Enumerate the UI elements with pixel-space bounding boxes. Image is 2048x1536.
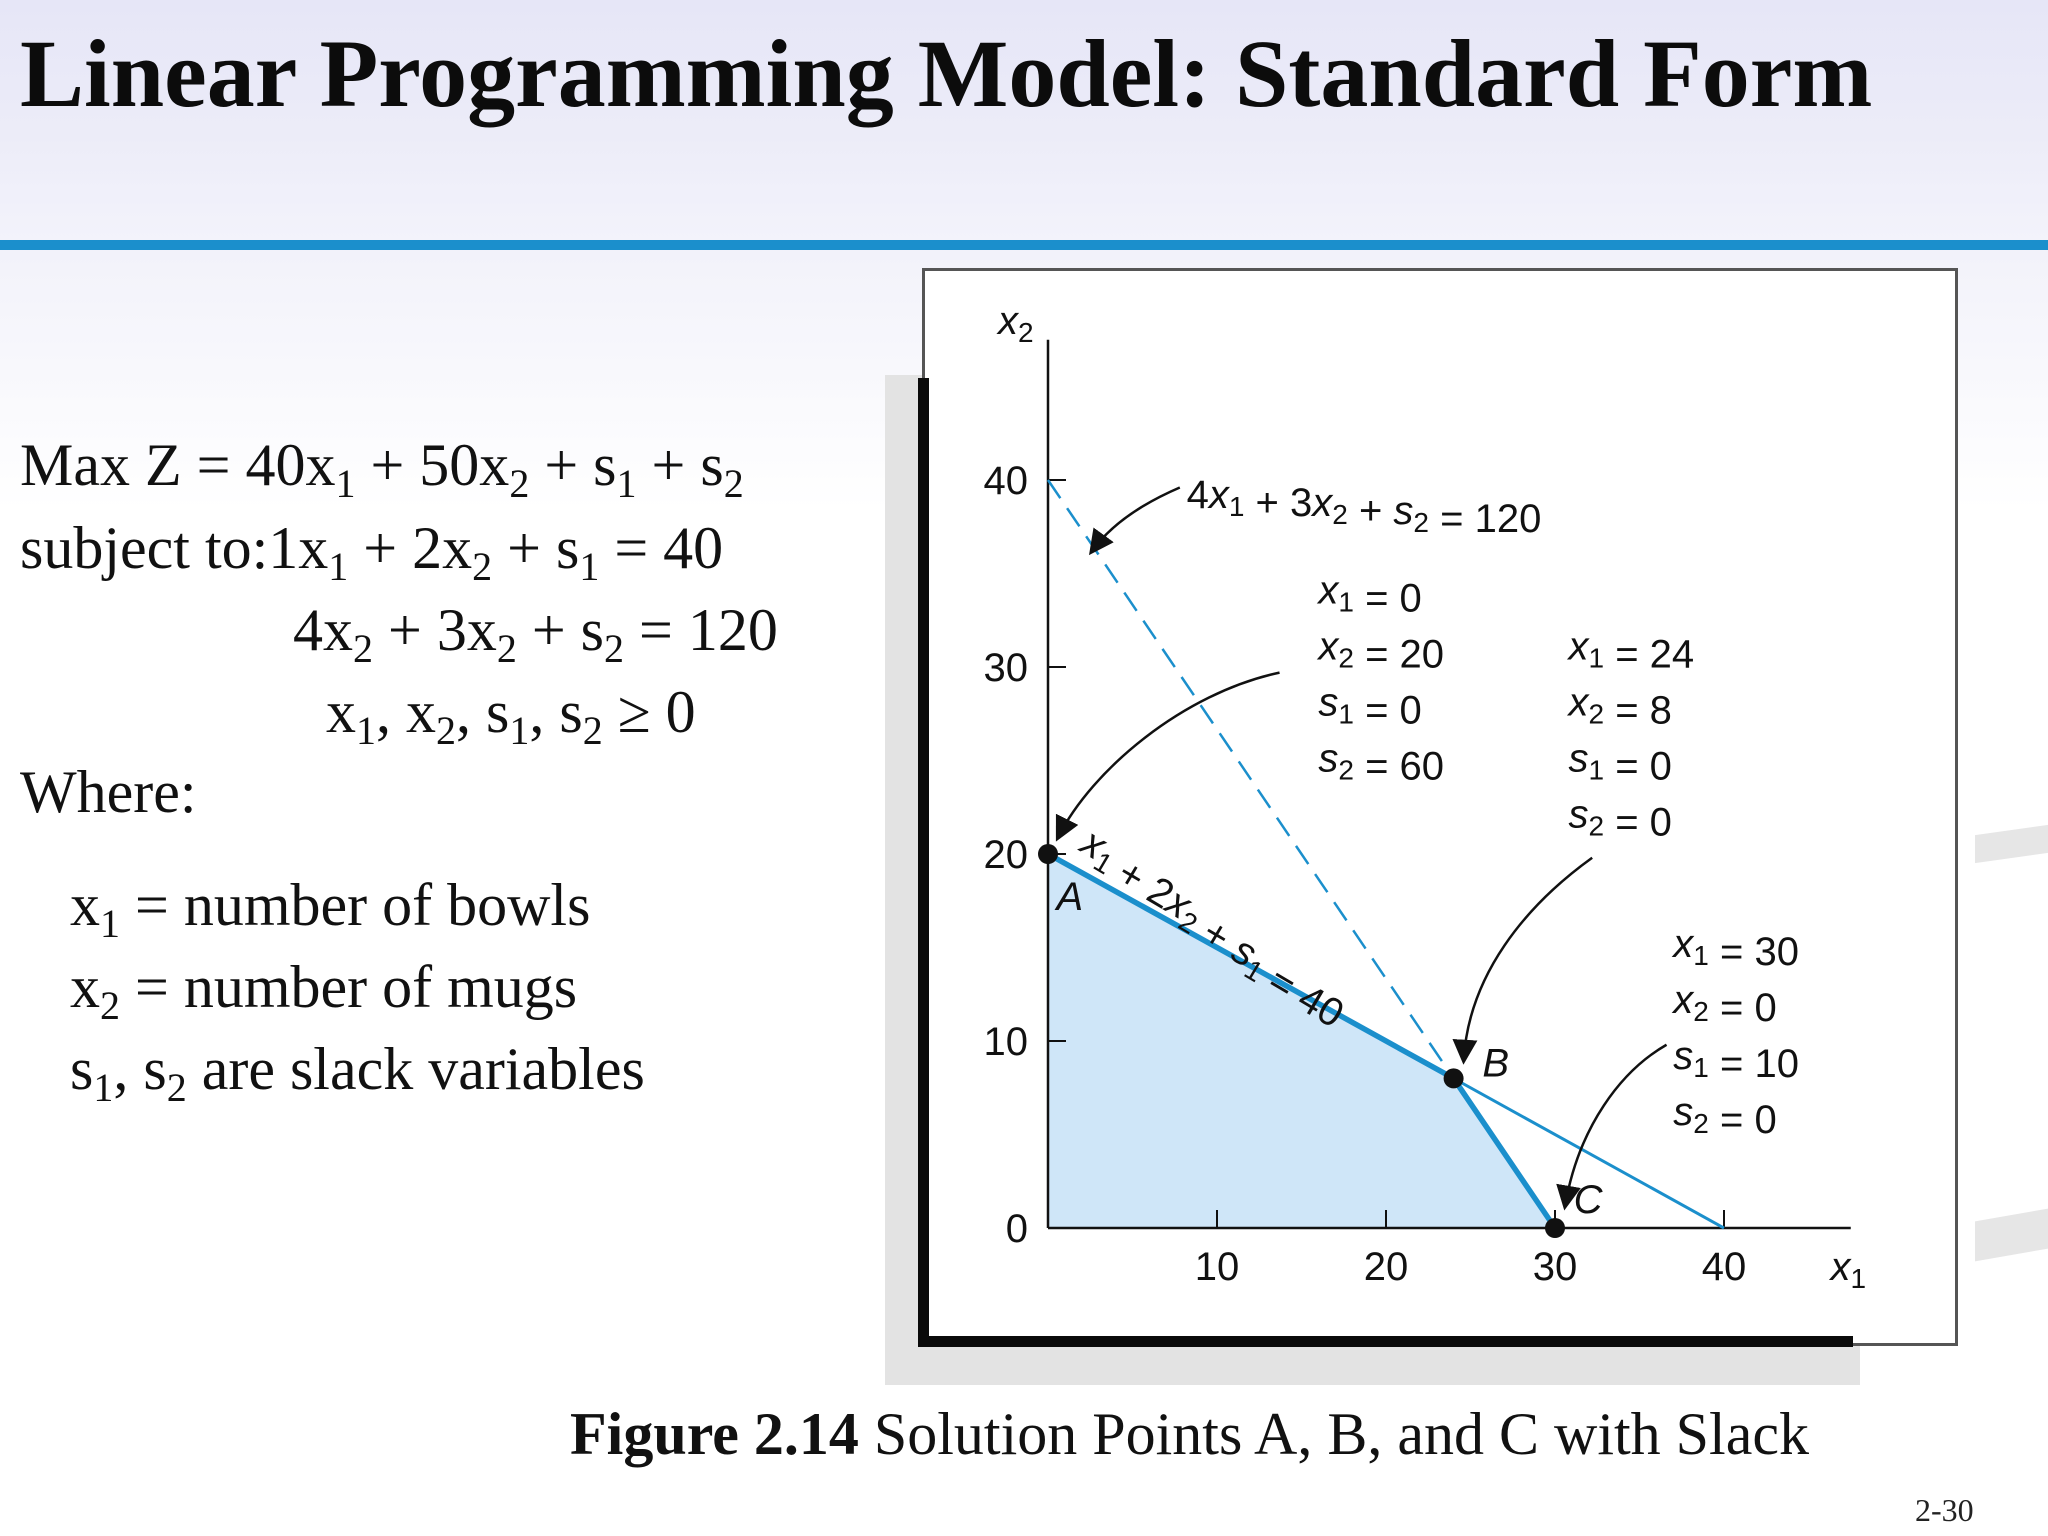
header-band — [0, 0, 2048, 240]
annotation-arrow — [1089, 486, 1181, 556]
point-info-c: s2 = 0 — [1673, 1090, 1776, 1142]
header-rule — [0, 240, 2048, 250]
slide-title: Linear Programming Model: Standard Form — [20, 20, 1873, 127]
y-tick-label: 40 — [984, 459, 1029, 503]
x-tick-label: 10 — [1195, 1245, 1240, 1289]
point-info-a: s2 = 60 — [1318, 736, 1444, 788]
x-tick-label: 40 — [1702, 1245, 1747, 1289]
point-info-b: x2 = 8 — [1567, 681, 1672, 733]
figure-caption: Figure 2.14 Solution Points A, B, and C … — [570, 1401, 1809, 1467]
point-info-c: s1 = 10 — [1673, 1034, 1799, 1086]
solution-point-c — [1545, 1218, 1565, 1238]
y-tick-label: 20 — [984, 833, 1029, 877]
where-label: Where: — [20, 759, 197, 825]
definition-x2: x2 = number of mugs — [70, 954, 578, 1028]
objective-function: Max Z = 40x1 + 50x2 + s1 + s2 — [20, 432, 744, 506]
point-info-a: s1 = 0 — [1318, 680, 1421, 732]
y-tick-label: 10 — [984, 1020, 1029, 1064]
nonnegativity-constraint: x1, x2, s1, s2 ≥ 0 — [326, 679, 696, 753]
constraint-label-2: 4x1 + 3x2 + s2 = 120 — [1187, 473, 1542, 541]
point-info-b: x1 = 24 — [1567, 625, 1695, 677]
definition-slack: s1, s2 are slack variables — [70, 1036, 645, 1110]
point-label-c: C — [1574, 1178, 1604, 1222]
point-info-b: s1 = 0 — [1569, 737, 1672, 789]
x-tick-label: 20 — [1364, 1245, 1409, 1289]
point-label-b: B — [1482, 1042, 1509, 1086]
definition-x1: x1 = number of bowls — [70, 872, 591, 946]
point-info-c: x2 = 0 — [1671, 978, 1776, 1030]
figure-border-left — [918, 378, 929, 1346]
point-label-a: A — [1054, 875, 1083, 919]
point-arrow-c — [1556, 1043, 1668, 1211]
page-number: 2-30 — [1915, 1492, 1974, 1528]
solution-point-b — [1443, 1068, 1464, 1089]
point-info-b: s2 = 0 — [1569, 793, 1672, 845]
point-arrow-b — [1452, 856, 1593, 1065]
figure-border-bottom — [918, 1336, 1853, 1347]
y-axis-label: x2 — [996, 299, 1034, 348]
x-tick-label: 30 — [1533, 1245, 1578, 1289]
point-info-a: x1 = 0 — [1316, 568, 1421, 620]
feasible-region — [1048, 854, 1555, 1228]
point-info-a: x2 = 20 — [1316, 624, 1444, 676]
solution-point-a — [1038, 844, 1058, 864]
x-axis-label: x1 — [1828, 1245, 1866, 1294]
y-tick-label: 0 — [1006, 1207, 1028, 1251]
point-arrow-a — [1055, 671, 1280, 842]
constraint-2: 4x2 + 3x2 + s2 = 120 — [293, 597, 778, 671]
y-tick-label: 30 — [984, 646, 1029, 690]
constraint-1: subject to:1x1 + 2x2 + s1 = 40 — [20, 515, 724, 589]
point-info-c: x1 = 30 — [1671, 922, 1799, 974]
